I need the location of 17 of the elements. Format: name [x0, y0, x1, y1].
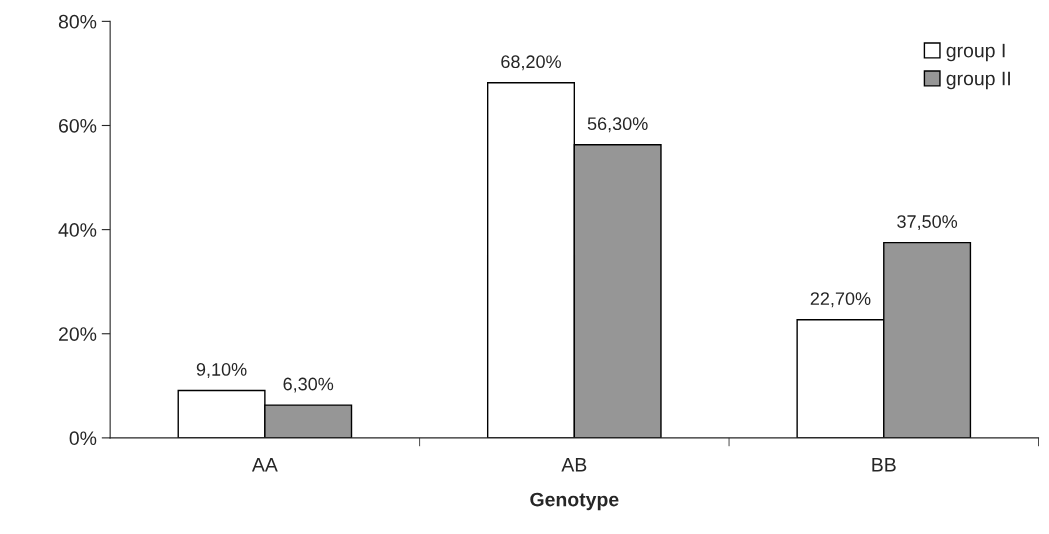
x-tick-label: BB: [872, 458, 896, 472]
data-label: 9,10%: [196, 363, 247, 378]
data-label: 37,50%: [897, 215, 958, 231]
legend-label: group II: [946, 71, 1010, 90]
legend-label: group I: [946, 43, 1005, 62]
x-tick-label: AA: [251, 458, 278, 472]
y-tick-label: 80%: [58, 14, 97, 29]
x-tick-label: AB: [561, 458, 587, 472]
y-tick-label: 20%: [59, 327, 97, 341]
y-tick-label: 40%: [58, 223, 97, 237]
data-label: 68,20%: [501, 55, 561, 71]
data-label: 56,30%: [587, 117, 648, 133]
data-label: 22,70%: [810, 292, 871, 308]
y-tick-label: 60%: [59, 118, 97, 133]
y-tick-label: 0%: [69, 431, 97, 446]
x-axis-title: Genotype: [530, 492, 619, 511]
data-label: 6,30%: [283, 377, 334, 393]
